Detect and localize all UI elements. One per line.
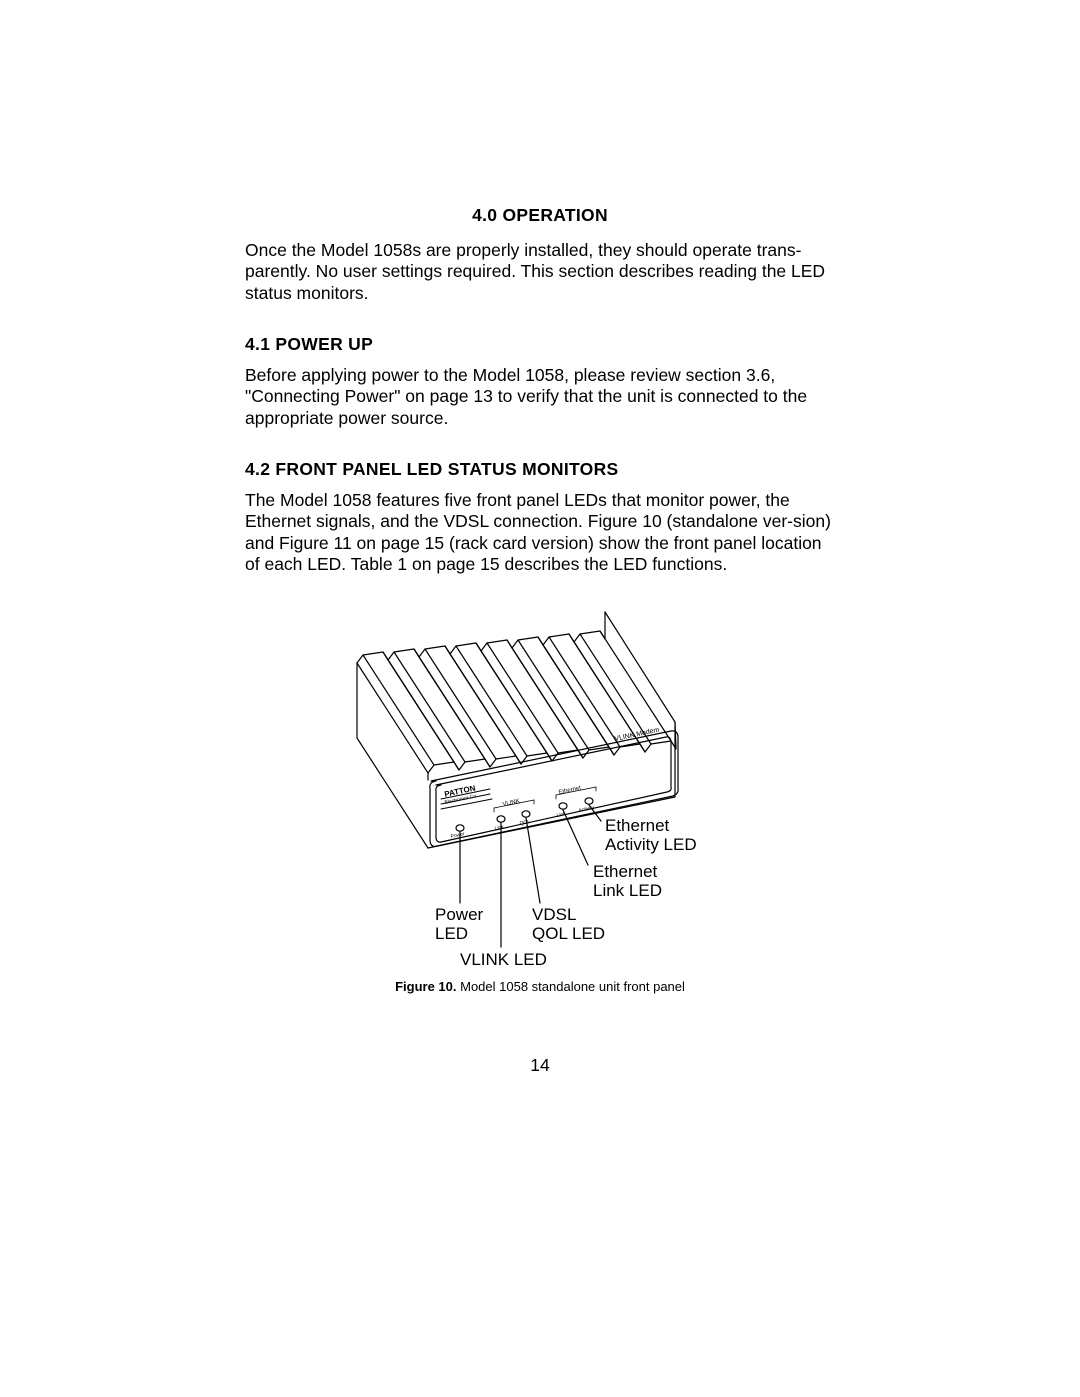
panel-led-link-eth: Link — [556, 812, 567, 820]
annotation-vdsl-qol: VDSL QOL LED — [532, 905, 605, 943]
panel-led-link-vlink: Link — [494, 825, 505, 833]
panel-led-qol: QOL — [519, 819, 531, 827]
paragraph-power-up: Before applying power to the Model 1058,… — [245, 365, 835, 429]
page-number: 14 — [0, 1055, 1080, 1076]
content-column: 4.0 OPERATION Once the Model 1058s are p… — [245, 205, 835, 993]
annotation-ethernet-activity: Ethernet Activity LED — [605, 816, 697, 854]
figure-10: VLINK Modem PATTON Electronics Co. VLINK… — [245, 603, 835, 993]
figure-caption-rest: Model 1058 standalone unit front panel — [457, 979, 685, 994]
figure-caption: Figure 10. Model 1058 standalone unit fr… — [245, 979, 835, 994]
paragraph-front-panel: The Model 1058 features five front panel… — [245, 490, 835, 575]
page: 4.0 OPERATION Once the Model 1058s are p… — [0, 0, 1080, 1397]
panel-group-vlink: VLINK — [502, 799, 520, 808]
heading-front-panel: 4.2 FRONT PANEL LED STATUS MONITORS — [245, 459, 835, 480]
annotation-ethernet-link: Ethernet Link LED — [593, 862, 662, 900]
figure-caption-bold: Figure 10. — [395, 979, 456, 994]
heading-power-up: 4.1 POWER UP — [245, 334, 835, 355]
paragraph-operation: Once the Model 1058s are properly instal… — [245, 240, 835, 304]
heading-operation: 4.0 OPERATION — [245, 205, 835, 226]
panel-group-ethernet: Ethernet — [558, 786, 582, 797]
annotation-vlink-led: VLINK LED — [460, 950, 547, 969]
annotation-power-led: Power LED — [435, 905, 483, 943]
